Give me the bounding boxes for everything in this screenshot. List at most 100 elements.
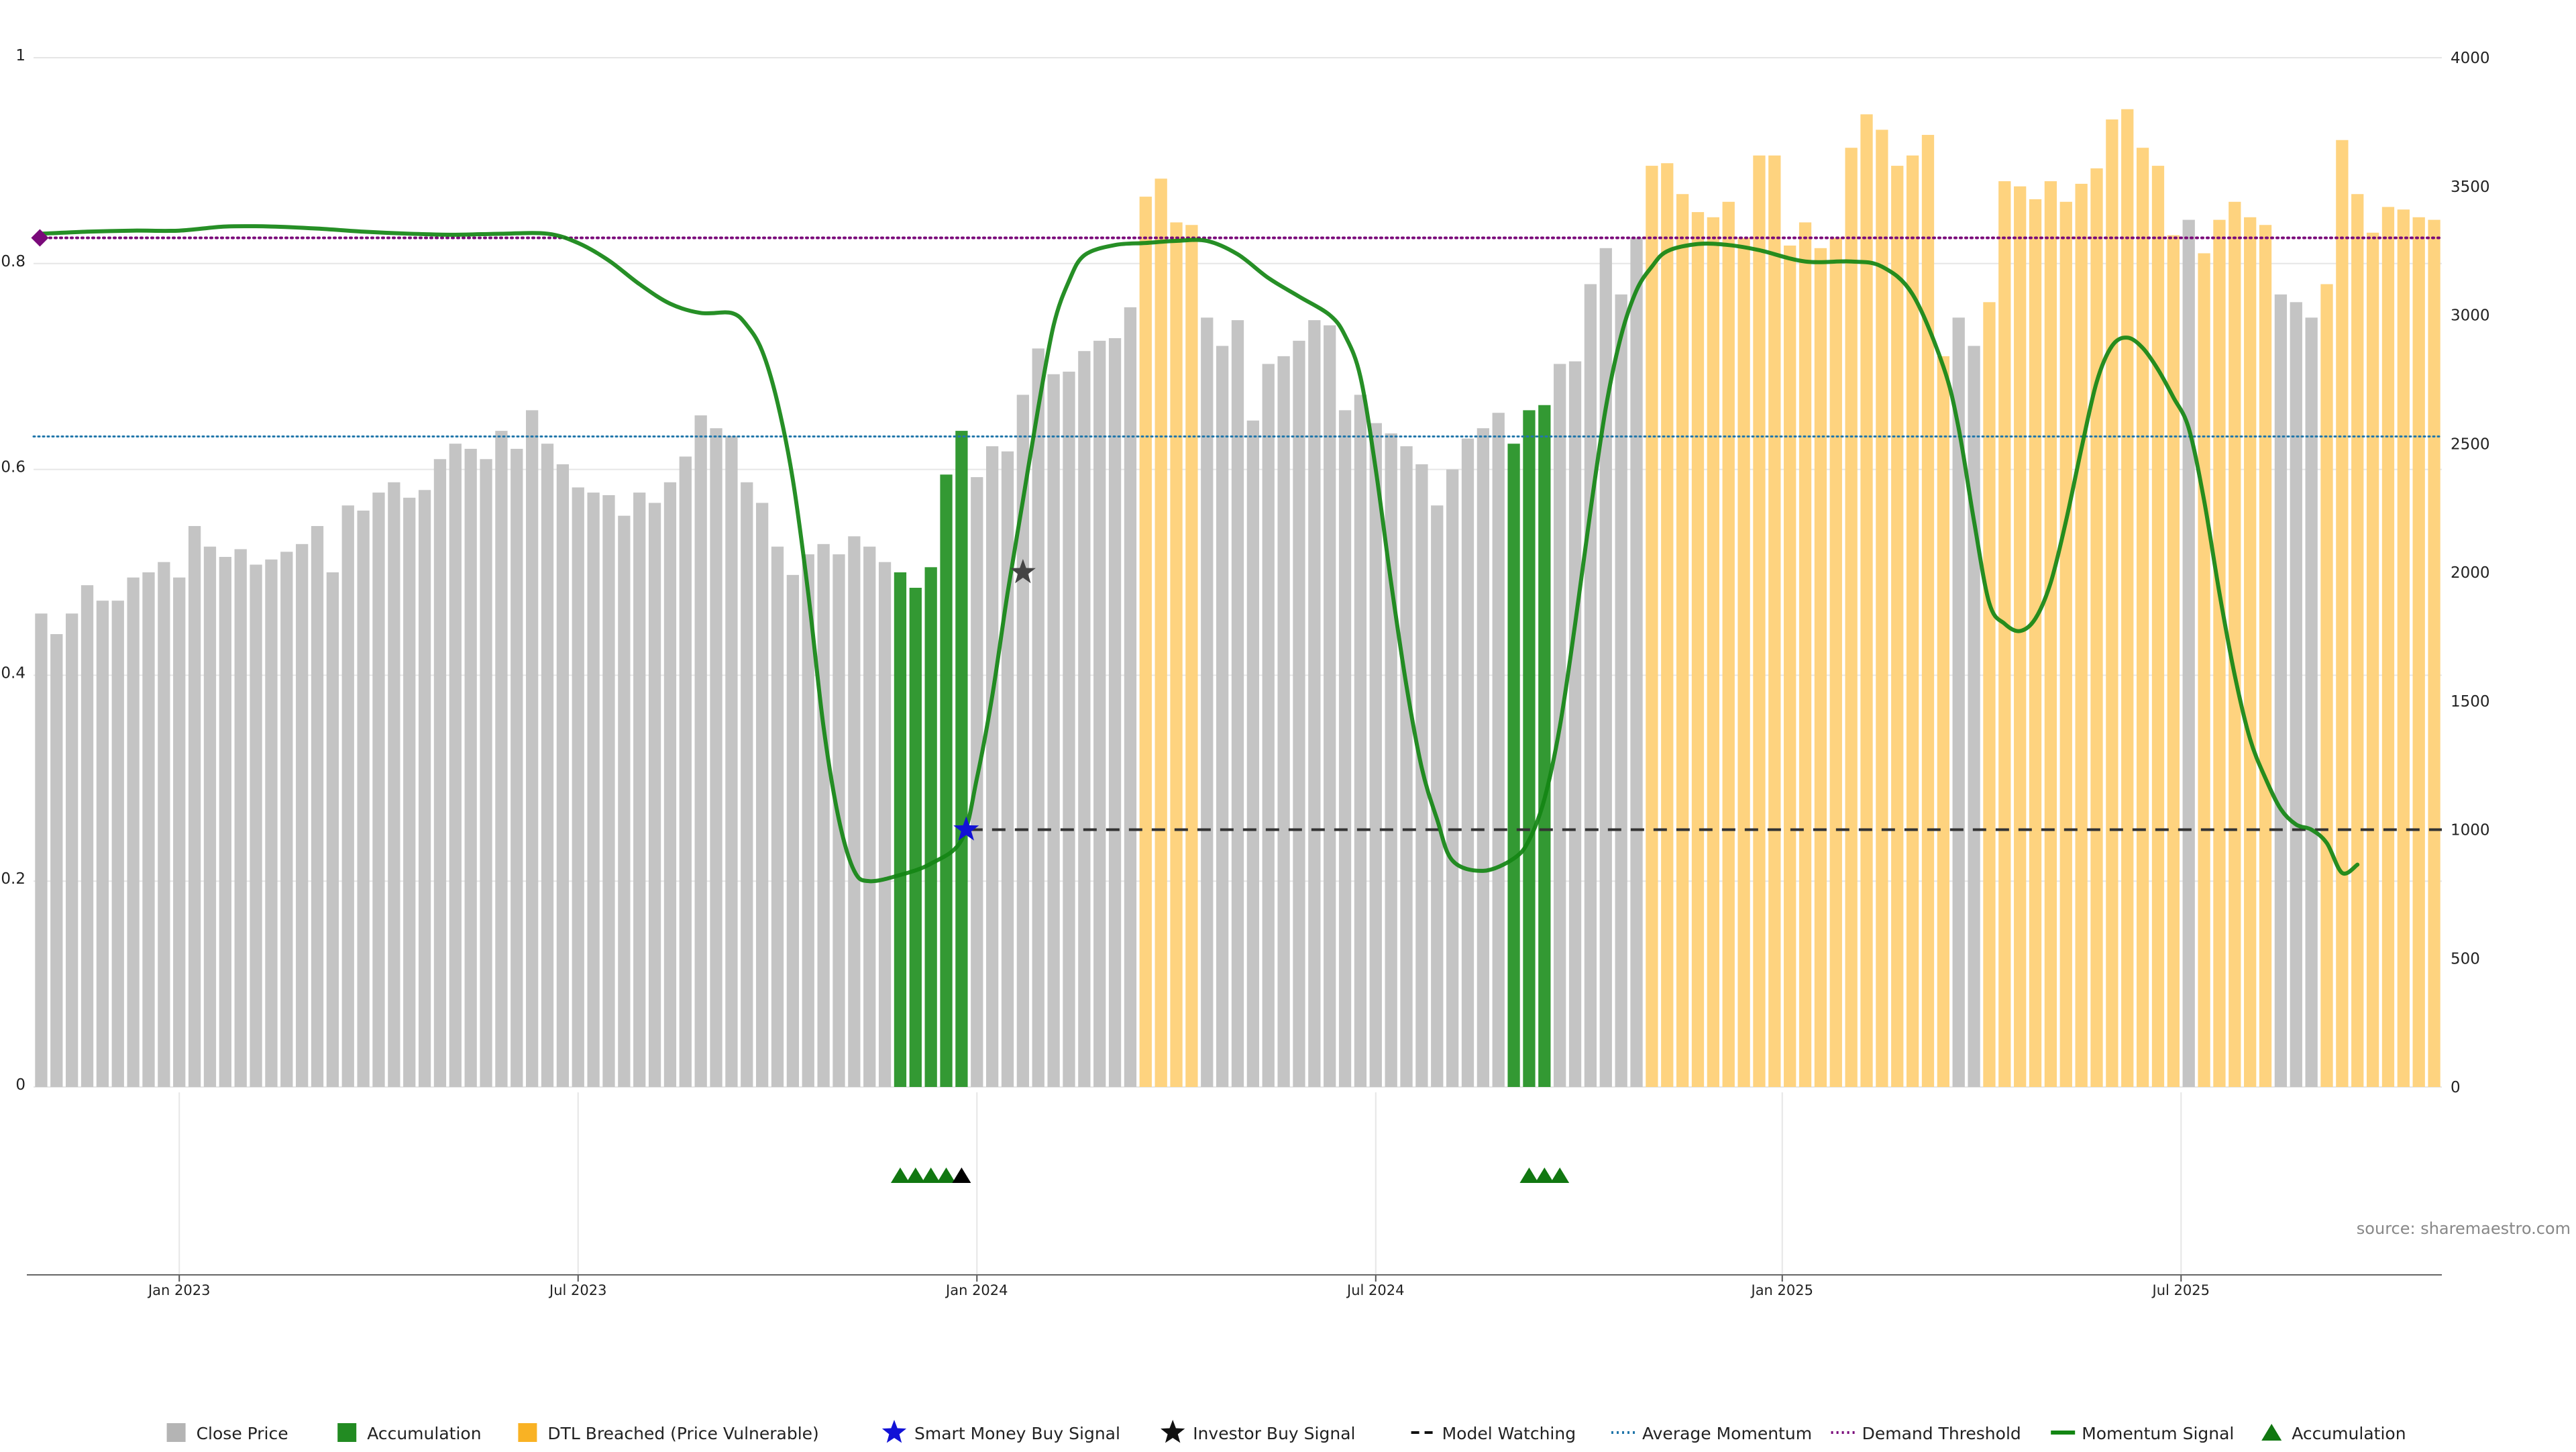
dtl-breached-bar (2428, 219, 2440, 1088)
close-price-bar (2305, 317, 2318, 1088)
dtl-breached-bar (1707, 217, 1719, 1087)
accumulation-bar (955, 431, 968, 1087)
dtl-breached-bar (2106, 119, 2118, 1087)
dtl-breached-bar (1784, 245, 1796, 1088)
legend-item: Close Price (166, 1423, 288, 1443)
dtl-breached-bar (1983, 302, 1996, 1088)
close-price-bar (618, 515, 631, 1087)
close-price-bar (817, 543, 830, 1087)
x-tick-label: Jan 2023 (147, 1282, 211, 1298)
accumulation-triangle-icon (1519, 1168, 1539, 1183)
dtl-breached-bar (1661, 163, 1674, 1088)
dtl-breached-bar (2059, 201, 2072, 1087)
legend-item: Model Watching (1411, 1424, 1576, 1443)
accumulation-triangle-icon (936, 1168, 956, 1183)
close-price-bar (1093, 340, 1106, 1088)
signal-lines (32, 223, 2443, 884)
legend-square-icon (337, 1423, 357, 1442)
dtl-breached-bar (2351, 194, 2364, 1087)
dtl-breached-bar (1768, 155, 1781, 1088)
accumulation-bar (894, 572, 907, 1087)
legend-item: Average Momentum (1611, 1424, 1812, 1443)
x-tick-label: Jul 2024 (1346, 1282, 1404, 1298)
legend-label: Investor Buy Signal (1193, 1424, 1355, 1443)
investor-buy-star-icon (1010, 559, 1036, 584)
dtl-breached-bar (2044, 181, 2057, 1088)
close-price-bar (127, 577, 140, 1087)
dtl-breached-bar (2198, 253, 2210, 1088)
legend-item: Accumulation (2261, 1424, 2406, 1443)
dtl-breached-bar (1814, 248, 1827, 1087)
dtl-breached-bar (1676, 194, 1689, 1087)
legend-label: Momentum Signal (2082, 1424, 2234, 1443)
smart-money-buy-star-icon (953, 816, 979, 841)
legend-triangle-icon (2261, 1424, 2282, 1441)
close-price-bar (1385, 433, 1397, 1087)
x-tick-label: Jul 2023 (548, 1282, 606, 1298)
right-tick-label: 3500 (2451, 178, 2490, 196)
close-price-bar (1293, 340, 1305, 1088)
legend-square-icon (166, 1423, 186, 1442)
accumulation-triangle-icon (952, 1168, 971, 1183)
axes: 0 0.2 0.4 0.6 0.8 1 0 500 1000 1500 2000 2500 3000 35… (1, 47, 2489, 1298)
close-price-bar (1063, 371, 1075, 1087)
close-price-bar (633, 492, 646, 1087)
legend-star-icon (881, 1420, 907, 1443)
dtl-breached-bar (1737, 238, 1750, 1088)
close-price-bar (326, 572, 339, 1087)
close-price-bar (188, 525, 201, 1087)
close-price-bar (1231, 320, 1244, 1087)
dtl-breached-bar (2075, 183, 2088, 1087)
legend-label: Accumulation (2292, 1424, 2406, 1443)
close-price-bar (1599, 248, 1612, 1087)
close-price-bar (1584, 284, 1597, 1088)
close-price-bar (663, 482, 677, 1087)
close-price-bar (372, 492, 385, 1087)
close-price-bar (556, 464, 570, 1087)
legend-item: Investor Buy Signal (1161, 1420, 1355, 1443)
demand-threshold-marker (31, 229, 49, 247)
dtl-breached-bar (2029, 199, 2042, 1087)
dtl-breached-bar (2014, 186, 2027, 1087)
close-price-bar (679, 456, 692, 1087)
dtl-breached-bar (1937, 356, 1949, 1087)
close-price-bar (173, 577, 186, 1087)
dtl-breached-bar (1860, 114, 1873, 1087)
dtl-breached-bar (2397, 209, 2410, 1087)
dtl-breached-bar (2381, 207, 2395, 1088)
close-price-bar (1431, 505, 1444, 1087)
close-price-bar (572, 487, 584, 1087)
close-price-bar (1277, 356, 1290, 1087)
close-price-bar (1615, 294, 1627, 1087)
legend-star-icon (1161, 1420, 1185, 1443)
close-price-bar (1201, 317, 1214, 1088)
close-price-bar (1216, 346, 1229, 1087)
close-price-bar (480, 459, 492, 1087)
dtl-breached-bar (2090, 168, 2103, 1087)
close-price-bar (388, 482, 400, 1087)
x-tick-label: Jul 2025 (2151, 1282, 2210, 1298)
close-price-bar (418, 490, 431, 1087)
close-price-bar (1047, 374, 1060, 1087)
close-price-bar (848, 536, 861, 1087)
x-tick-label: Jan 2025 (1750, 1282, 1814, 1298)
left-tick-label: 0.2 (1, 870, 25, 888)
dtl-breached-bar (1185, 225, 1198, 1087)
legend-item: DTL Breached (Price Vulnerable) (518, 1423, 819, 1443)
close-price-bar (786, 574, 800, 1087)
legend-item: Demand Threshold (1831, 1424, 2021, 1443)
accumulation-bar (940, 474, 953, 1087)
dtl-breached-bar (2336, 140, 2349, 1088)
close-price-bar (1477, 428, 1490, 1087)
close-price-bar (1446, 469, 1459, 1087)
close-price-bar (1354, 395, 1367, 1087)
left-tick-label: 0.4 (1, 664, 25, 682)
close-price-bar (203, 546, 217, 1087)
left-tick-label: 1 (15, 47, 25, 64)
right-tick-label: 2500 (2451, 435, 2490, 453)
legend-item: Momentum Signal (2051, 1424, 2234, 1443)
close-price-bar (158, 562, 170, 1087)
dtl-breached-bar (1829, 238, 1842, 1088)
close-price-bar (2182, 219, 2195, 1088)
accumulation-triangle-icon (1535, 1168, 1554, 1183)
